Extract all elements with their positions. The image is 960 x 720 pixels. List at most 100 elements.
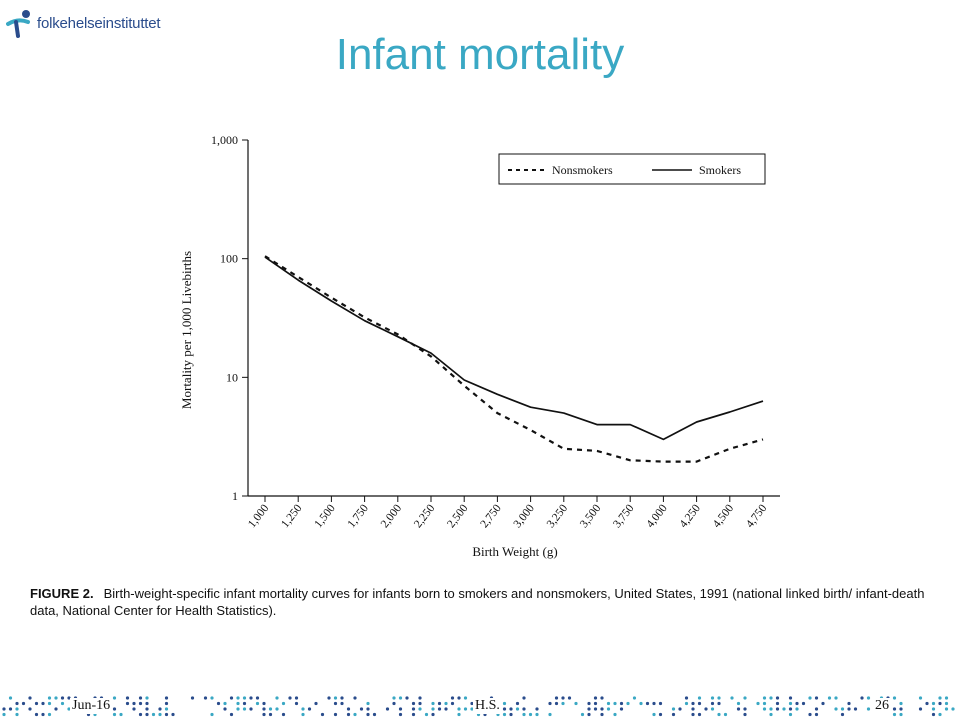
footer-dot — [671, 707, 676, 711]
footer-dot — [28, 696, 32, 700]
footer-dot — [307, 707, 312, 711]
footer-dot — [15, 712, 19, 717]
footer-dot — [788, 696, 793, 700]
footer-dot — [658, 712, 663, 717]
footer-dot — [47, 712, 52, 717]
footer-dot — [145, 707, 149, 711]
footer-dot — [359, 707, 364, 711]
footer-dot — [554, 696, 559, 700]
footer-dot — [652, 701, 656, 706]
footer-dot — [444, 701, 448, 706]
footer-dot — [567, 696, 572, 700]
footer-dot — [437, 707, 442, 711]
footer-dot — [944, 701, 949, 706]
footer-dot — [795, 701, 799, 706]
footer-dot — [145, 696, 149, 700]
footer-dot — [944, 696, 949, 700]
footer-dot — [164, 712, 169, 717]
footer-dot — [574, 701, 578, 706]
footer-dot — [431, 712, 435, 717]
footer-dot — [463, 707, 468, 711]
footer-dot — [613, 712, 617, 717]
footer-dot — [294, 696, 299, 700]
legend-label-nonsmokers: Nonsmokers — [552, 163, 613, 177]
footer-dot — [21, 701, 26, 706]
footer-dot — [411, 701, 416, 706]
footer-dot — [814, 696, 819, 700]
footer-dot — [853, 707, 858, 711]
footer-dot — [457, 712, 461, 717]
x-tick-label: 3,500 — [578, 502, 604, 530]
chart-legend: Nonsmokers Smokers — [498, 153, 766, 185]
footer-dot — [814, 707, 819, 711]
footer-dot — [333, 696, 338, 700]
footer-dot — [470, 707, 474, 711]
footer-dot — [398, 712, 403, 717]
x-tick-label: 1,250 — [279, 502, 305, 530]
footer-dot — [431, 707, 435, 711]
y-axis-label: Mortality per 1,000 Livebirths — [179, 251, 194, 409]
footer-dot — [164, 707, 169, 711]
footer-dot — [366, 701, 370, 706]
x-tick-label: 1,000 — [246, 502, 272, 530]
footer-dot — [515, 701, 520, 706]
footer-dot — [814, 712, 819, 717]
y-tick-label: 10 — [226, 370, 238, 384]
footer-dot — [788, 701, 793, 706]
footer-dot — [554, 701, 559, 706]
footer-dot — [236, 696, 240, 700]
footer-dot — [918, 707, 923, 711]
footer-dot — [671, 712, 676, 717]
slide-title: Infant mortality — [335, 30, 625, 79]
footer-dot — [255, 696, 260, 700]
footer-dot — [522, 696, 526, 700]
footer-dot — [925, 701, 929, 706]
footer-dot — [392, 701, 396, 706]
footer-dot — [691, 701, 695, 706]
footer-dot — [775, 701, 780, 706]
footer-dot — [931, 707, 936, 711]
x-tick-label: 2,750 — [478, 502, 504, 530]
footer-dot — [450, 696, 455, 700]
footer-author: H.S. — [473, 698, 502, 714]
footer-dot — [405, 696, 409, 700]
footer-dot — [275, 696, 279, 700]
footer-dot — [450, 701, 455, 706]
footer-dot — [223, 701, 227, 706]
x-tick-label: 4,500 — [711, 502, 737, 530]
footer-dot — [619, 707, 624, 711]
caption-label: FIGURE 2. — [30, 586, 94, 601]
footer-dot — [463, 696, 468, 700]
footer-dot — [743, 712, 747, 717]
footer-dot — [931, 701, 936, 706]
x-tick-label: 3,250 — [545, 502, 571, 530]
footer-dot — [288, 696, 292, 700]
footer-dot — [392, 696, 396, 700]
footer-dot — [600, 712, 604, 717]
footer-dot — [470, 701, 474, 706]
series-line-smokers — [264, 256, 764, 441]
footer-dot — [255, 701, 260, 706]
footer-dot — [860, 696, 864, 700]
footer-dot — [301, 707, 305, 711]
footer-dot — [262, 707, 266, 711]
footer-dot — [145, 701, 149, 706]
footer-dot — [223, 707, 227, 711]
footer-dot — [320, 712, 325, 717]
footer-dot — [866, 696, 871, 700]
footer-dot — [301, 712, 305, 717]
x-tick-label: 4,000 — [644, 502, 670, 530]
footer-dot — [587, 701, 591, 706]
footer-dot — [164, 701, 169, 706]
footer-dot — [697, 701, 702, 706]
figure-caption: FIGURE 2. Birth-weight-specific infant mo… — [30, 585, 940, 619]
footer-dot — [834, 707, 838, 711]
footer-dot — [730, 696, 734, 700]
footer-dot — [866, 707, 871, 711]
footer-dot — [112, 712, 117, 717]
footer-dot — [268, 712, 273, 717]
footer-dot — [125, 696, 130, 700]
footer-dot — [522, 707, 526, 711]
footer-dot — [593, 696, 598, 700]
footer-dot — [340, 696, 344, 700]
